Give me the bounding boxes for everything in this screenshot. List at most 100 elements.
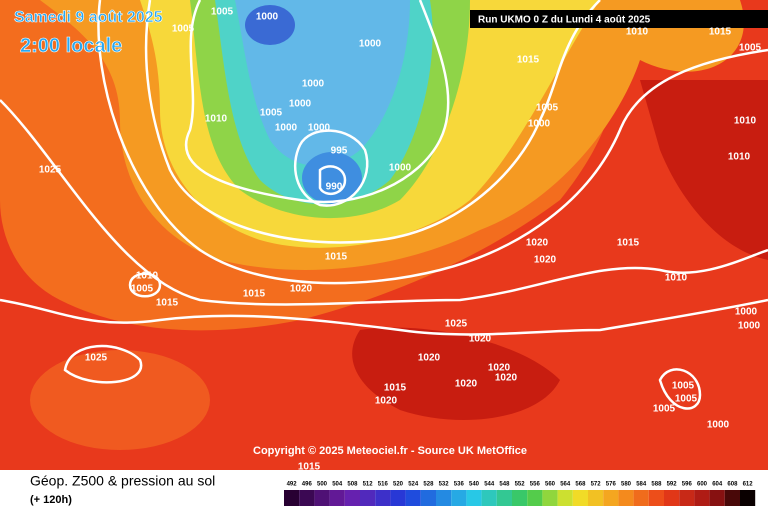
- scale-swatch: [709, 490, 725, 506]
- isobar-label: 1015: [325, 252, 348, 263]
- isobar: [97, 0, 768, 285]
- isobar-label: 1020: [534, 255, 557, 266]
- scale-swatch: [648, 490, 664, 506]
- isobar-label: 1005: [260, 108, 283, 119]
- scale-swatch: [542, 490, 558, 506]
- isobar-label: 1015: [709, 27, 732, 38]
- isobar-label: 1010: [626, 27, 649, 38]
- low-core: [302, 152, 362, 204]
- isobar: [0, 99, 768, 306]
- isobar-label: 1000: [707, 420, 730, 431]
- scale-swatch: [740, 490, 756, 506]
- isobar-label: 1020: [495, 373, 518, 384]
- map-subtitle: 2:00 locale: [20, 35, 122, 57]
- isobar-label: 1010: [728, 152, 751, 163]
- scale-swatch: [405, 490, 421, 506]
- isobar-label: 1005: [672, 381, 695, 392]
- isobar: [658, 368, 702, 410]
- isobar-label: 990: [326, 182, 343, 193]
- scale-label: 532: [439, 482, 450, 488]
- scale-label: 504: [332, 482, 343, 488]
- isobar-label: 1020: [290, 284, 313, 295]
- map-title: Samedi 9 août 2025: [14, 9, 163, 26]
- isobar-label: 1005: [739, 43, 762, 54]
- scale-label: 556: [530, 482, 541, 488]
- isobar-label: 1010: [136, 271, 159, 282]
- isobar-label: 1000: [275, 123, 298, 134]
- isobar: [184, 0, 450, 204]
- isobar-label: 1000: [528, 119, 551, 130]
- isobar-label: 1015: [156, 298, 179, 309]
- isobar-label: 1000: [302, 79, 325, 90]
- isobar-label: 1015: [298, 462, 321, 473]
- isobar-label: 1000: [735, 307, 758, 318]
- isobar-label: 1005: [211, 7, 234, 18]
- scale-label: 524: [408, 482, 419, 488]
- scale-label: 520: [393, 482, 404, 488]
- isobar-label: 1015: [384, 383, 407, 394]
- isobar-label: 1020: [488, 363, 511, 374]
- scale-label: 592: [667, 482, 678, 488]
- isobar-label: 1020: [455, 379, 478, 390]
- scale-swatch: [344, 490, 360, 506]
- zone-orange: [30, 350, 210, 450]
- scale-label: 588: [651, 482, 662, 488]
- scale-label: 608: [727, 482, 738, 488]
- zone-dark-red: [640, 80, 768, 260]
- scale-swatch: [572, 490, 588, 506]
- scale-label: 568: [575, 482, 586, 488]
- isobar-label: 1005: [675, 394, 698, 405]
- scale-swatch: [436, 490, 452, 506]
- scale-label: 600: [697, 482, 708, 488]
- scale-swatch: [375, 490, 391, 506]
- scale-swatch: [633, 490, 649, 506]
- scale-swatch: [588, 490, 604, 506]
- footer-title: Géop. Z500 & pression au sol: [30, 473, 215, 489]
- scale-swatch: [481, 490, 497, 506]
- scale-label: 612: [743, 482, 754, 488]
- copyright: Copyright © 2025 Meteociel.fr - Source U…: [253, 445, 527, 457]
- isobar-label: 995: [331, 146, 348, 157]
- isobar: [144, 0, 601, 244]
- isobar-label: 1005: [536, 103, 559, 114]
- isobar-label: 1010: [665, 273, 688, 284]
- isobar-label: 1025: [445, 319, 468, 330]
- isobar-label: 1015: [243, 289, 266, 300]
- isobar-label: 1020: [469, 334, 492, 345]
- isobar-label: 1000: [389, 163, 412, 174]
- isobar: [0, 298, 768, 336]
- scale-label: 572: [591, 482, 602, 488]
- isobar-label: 1000: [289, 99, 312, 110]
- scale-swatch: [420, 490, 436, 506]
- scale-swatch: [603, 490, 619, 506]
- isobar-label: 1000: [359, 39, 382, 50]
- scale-label: 552: [515, 482, 526, 488]
- scale-swatch: [496, 490, 512, 506]
- isobar: [293, 129, 369, 207]
- scale-swatch: [527, 490, 543, 506]
- scale-swatch: [314, 490, 330, 506]
- isobar-label: 1025: [85, 353, 108, 364]
- run-label: Run UKMO 0 Z du Lundi 4 août 2025: [478, 15, 651, 26]
- scale-swatch: [390, 490, 406, 506]
- isobar: [128, 272, 162, 298]
- color-scale: 492 496 500 504 508 512 516 520 524 528 532 536 540 5…: [284, 482, 756, 506]
- scale-swatch: [284, 490, 300, 506]
- scale-label: 560: [545, 482, 556, 488]
- isobar-label: 1010: [734, 116, 757, 127]
- isobar-label: 1020: [375, 396, 398, 407]
- isobar-label: 1000: [256, 12, 279, 23]
- scale-label: 516: [378, 482, 389, 488]
- scale-label: 548: [499, 482, 510, 488]
- isobar-label: 1020: [526, 238, 549, 249]
- footer-subtitle: (+ 120h): [30, 494, 72, 506]
- scale-swatch: [466, 490, 482, 506]
- scale-label: 596: [682, 482, 693, 488]
- scale-swatch: [299, 490, 315, 506]
- isobar-label: 1000: [308, 123, 331, 134]
- scale-label: 584: [636, 482, 647, 488]
- scale-label: 564: [560, 482, 571, 488]
- scale-label: 576: [606, 482, 617, 488]
- scale-swatch: [679, 490, 695, 506]
- scale-label: 580: [621, 482, 632, 488]
